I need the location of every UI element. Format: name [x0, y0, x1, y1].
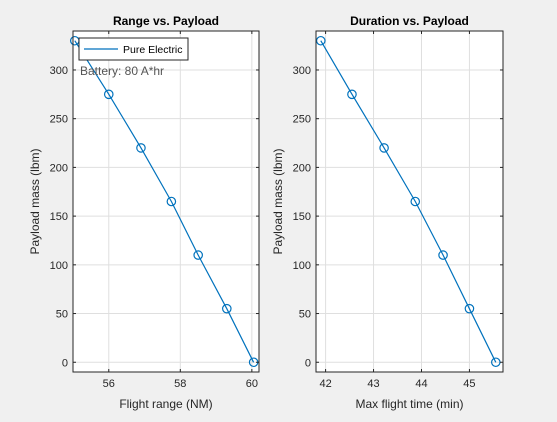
y-tick-label: 150 — [50, 211, 68, 223]
x-tick-label: 43 — [367, 378, 379, 390]
y-tick-label: 100 — [50, 260, 68, 272]
data-point — [379, 143, 389, 153]
y-tick-label: 0 — [62, 357, 68, 369]
data-point — [438, 250, 448, 260]
y-axis-label: Payload mass (lbm) — [28, 148, 42, 254]
legend-box — [78, 37, 189, 61]
y-axis-label: Payload mass (lbm) — [271, 148, 285, 254]
data-point — [166, 196, 177, 207]
x-tick-label: 60 — [246, 378, 258, 390]
x-tick-label: 58 — [174, 378, 186, 390]
data-point — [103, 89, 114, 100]
x-tick-label: 45 — [463, 378, 475, 390]
x-tick-label: 42 — [319, 378, 331, 390]
data-point — [315, 35, 326, 46]
y-tick-label: 250 — [293, 114, 311, 126]
data-point — [136, 143, 146, 153]
legend: Pure Electric — [78, 37, 189, 61]
data-point — [464, 303, 475, 314]
y-tick-label: 50 — [299, 309, 311, 321]
series-line — [320, 40, 497, 363]
plot-area — [316, 31, 503, 372]
annotation-text: Battery: 80 A*hr — [80, 64, 164, 78]
x-tick-label: 44 — [415, 378, 427, 390]
data-point — [222, 303, 232, 314]
legend-entry: Pure Electric — [123, 44, 183, 56]
y-tick-label: 300 — [293, 65, 311, 77]
data-point — [347, 89, 357, 100]
chart-title: Duration vs. Payload — [350, 14, 469, 28]
series-line — [74, 40, 255, 363]
axes-box — [315, 30, 504, 373]
chart-title: Range vs. Payload — [113, 14, 219, 28]
y-tick-label: 250 — [50, 114, 68, 126]
x-tick-label: 56 — [103, 378, 115, 390]
data-point — [193, 250, 203, 260]
y-tick-label: 100 — [293, 260, 311, 272]
y-tick-label: 200 — [50, 162, 68, 174]
y-tick-label: 50 — [56, 309, 68, 321]
data-point — [410, 196, 421, 207]
y-tick-label: 200 — [293, 162, 311, 174]
y-tick-label: 300 — [50, 65, 68, 77]
y-tick-label: 150 — [293, 211, 311, 223]
x-axis-label: Flight range (NM) — [119, 397, 212, 411]
axes-1: 56 58 60 0 50 100 150 200 250 300 Range vs. Payloa… — [28, 14, 260, 411]
x-axis-label: Max flight time (min) — [355, 397, 463, 411]
y-tick-label: 0 — [305, 357, 311, 369]
axes-2: 42 43 44 45 0 50 100 150 200 250 300 Duration vs. P… — [271, 14, 504, 411]
axes-box — [72, 30, 260, 373]
